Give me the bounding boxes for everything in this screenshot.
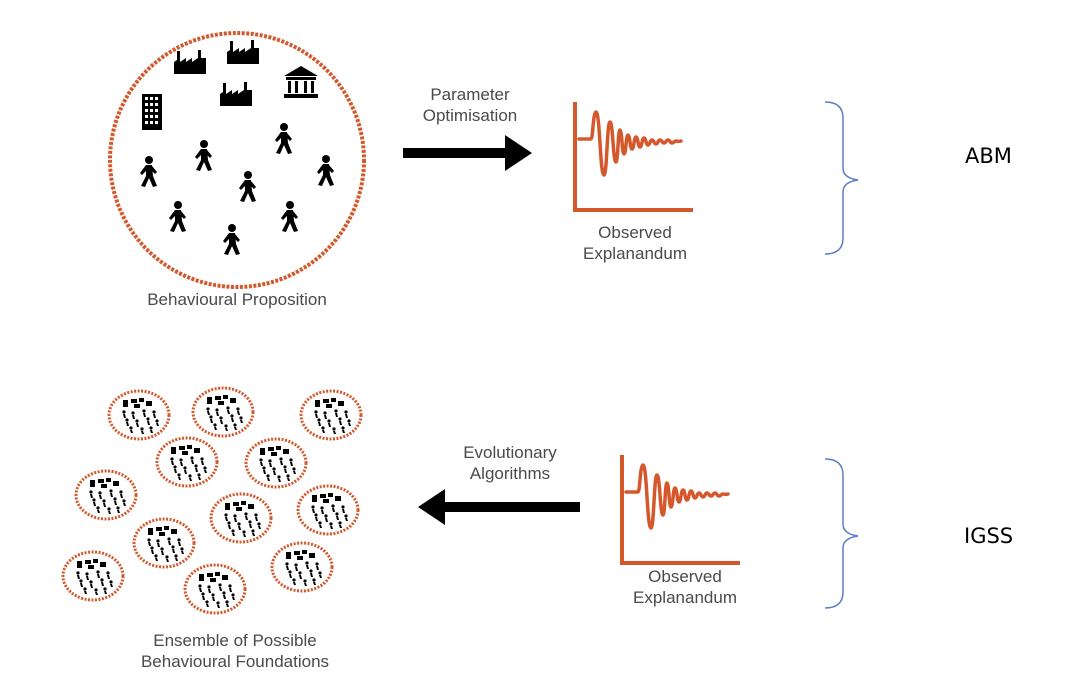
- chart-caption: Observed Explanandum: [583, 223, 687, 263]
- population-circle: [74, 469, 138, 521]
- circle-caption: Behavioural Proposition: [147, 290, 327, 309]
- ensemble-caption: Ensemble of Possible Behavioural Foundat…: [140, 631, 330, 671]
- population-circle: [209, 492, 273, 544]
- oscillation-chart-icon: [620, 453, 742, 565]
- population-circle: [299, 389, 363, 441]
- arrow-caption: Evolutionary Algorithms: [463, 443, 557, 483]
- population-circle: [270, 541, 334, 593]
- population-circle: [132, 517, 196, 569]
- igss-label: IGSS: [964, 524, 1014, 548]
- population-circle: [244, 437, 308, 489]
- arrow-caption: Parameter Optimisation: [422, 85, 518, 125]
- population-circle: [107, 389, 171, 441]
- right-brace-icon: [824, 458, 859, 609]
- population-circle: [61, 550, 125, 602]
- right-arrow-icon: [403, 135, 532, 171]
- office-building-icon: [142, 94, 162, 130]
- left-arrow-icon: [418, 489, 580, 525]
- abm-label: ABM: [965, 144, 1012, 168]
- population-circle: [183, 563, 247, 615]
- population-circle: [191, 386, 255, 438]
- chart-caption: Observed Explanandum: [633, 567, 737, 607]
- ensemble-of-circles: [61, 386, 363, 615]
- population-circle: [155, 436, 219, 488]
- oscillation-chart-icon: [573, 100, 695, 212]
- population-circle: [296, 484, 360, 536]
- right-brace-icon: [824, 101, 859, 255]
